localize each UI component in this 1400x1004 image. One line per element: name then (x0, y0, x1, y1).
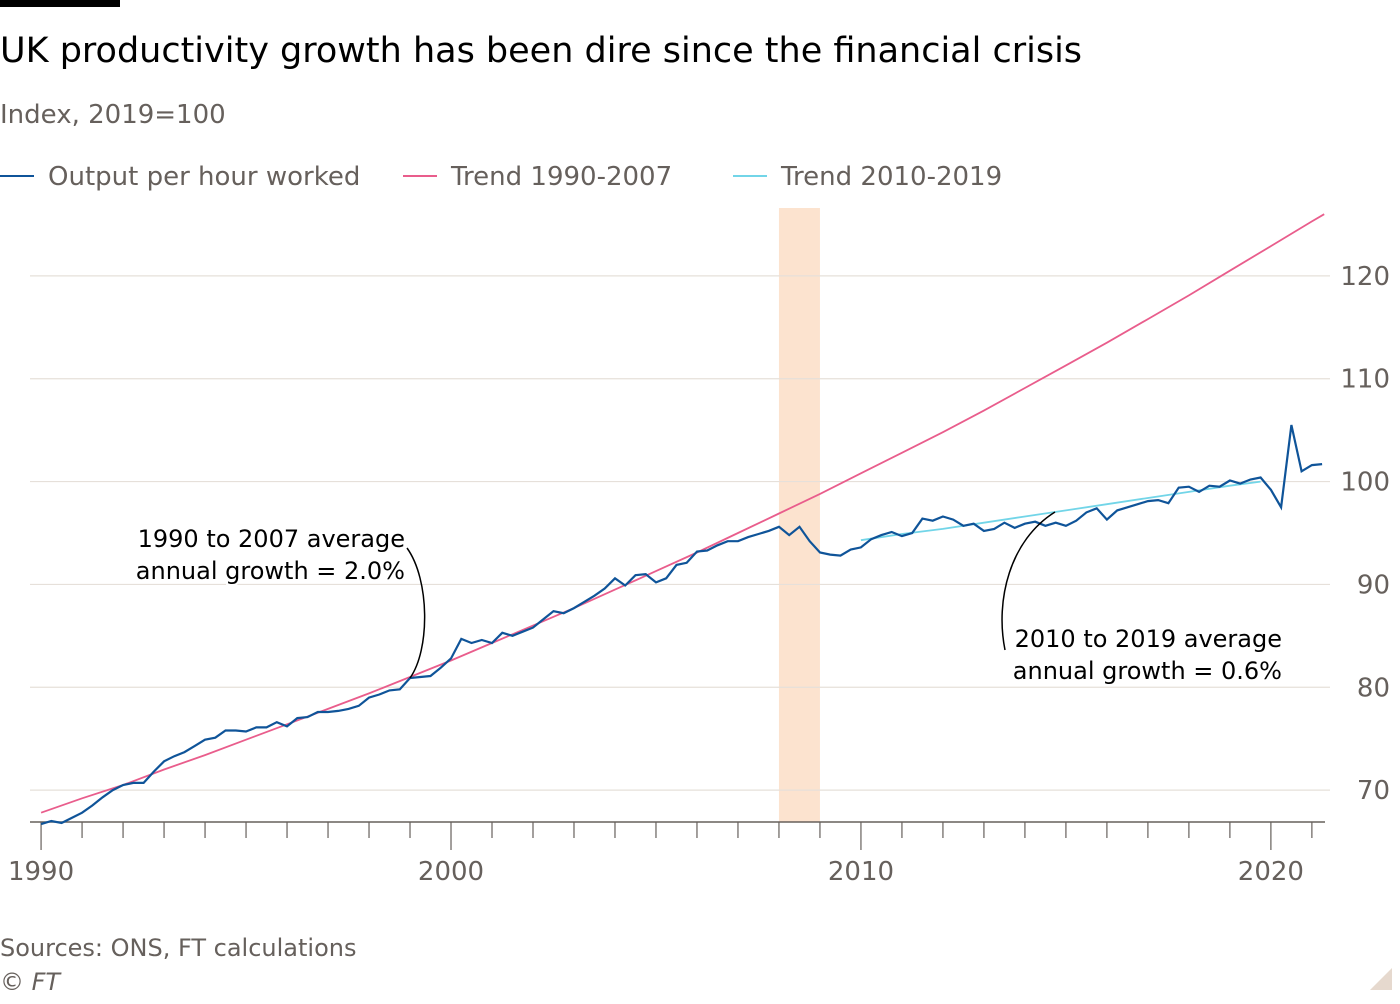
recession-shading (778, 208, 820, 822)
legend-label: Trend 2010-2019 (780, 162, 1002, 192)
y-tick-label: 110 (1340, 365, 1390, 395)
annotation: annual growth = 0.6% (1013, 657, 1282, 685)
series-line (40, 424, 1323, 826)
chart-title: UK productivity growth has been dire sin… (0, 31, 1082, 71)
brand-bar (0, 0, 120, 7)
legend: Output per hour worked Trend 1990-2007 Tre… (0, 162, 1002, 192)
x-tick-label: 2020 (1238, 857, 1304, 887)
credit: © FT (0, 968, 62, 996)
y-tick-label: 100 (1340, 468, 1390, 498)
corner-mark (1370, 968, 1392, 990)
chart-subtitle: Index, 2019=100 (0, 100, 226, 130)
series-line (40, 213, 1325, 814)
plot-area: 70 80 90 100 110 120 1990 2000 2010 2020 1990 to 2… (8, 208, 1390, 887)
y-tick-label: 80 (1357, 673, 1390, 703)
y-tick-label: 90 (1357, 570, 1390, 600)
legend-label: Trend 1990-2007 (450, 162, 672, 192)
annotation-leader (406, 547, 426, 679)
y-tick-label: 120 (1340, 262, 1390, 292)
legend-label: Output per hour worked (48, 162, 360, 192)
y-tick-label: 70 (1357, 776, 1390, 806)
x-tick-label: 2010 (828, 857, 894, 887)
x-tick-label: 2000 (418, 857, 484, 887)
annotation: annual growth = 2.0% (136, 557, 405, 585)
source: Sources: ONS, FT calculations (0, 934, 356, 962)
x-tick-label: 1990 (8, 857, 74, 887)
annotation: 2010 to 2019 average (1015, 625, 1282, 653)
annotation: 1990 to 2007 average (138, 525, 405, 553)
annotation-leader (1001, 511, 1056, 651)
